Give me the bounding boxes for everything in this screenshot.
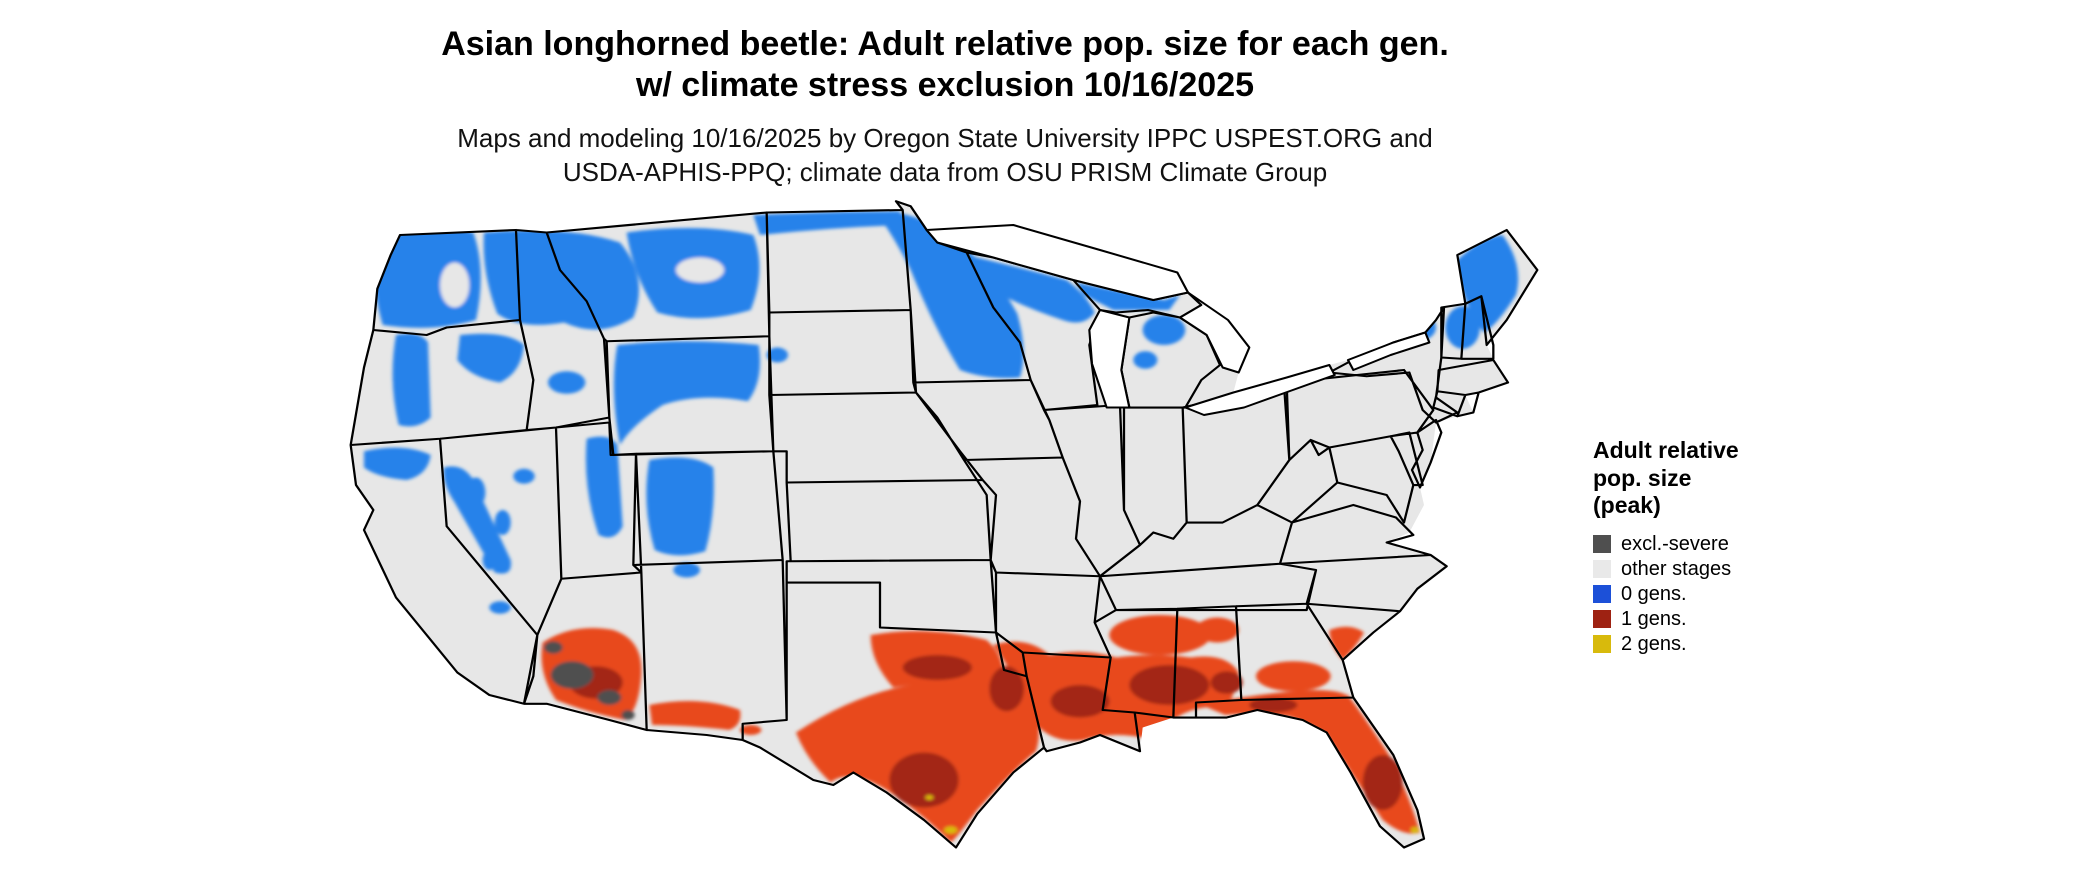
lake-michigan [1088,309,1131,409]
legend-title: Adult relative pop. size (peak) [1593,437,1823,520]
legend-item-other-stages: other stages [1593,557,1823,582]
us-map [300,195,1580,870]
page-title: Asian longhorned beetle: Adult relative … [295,24,1595,107]
legend-item-label: 0 gens. [1621,582,1687,605]
state-borders [349,200,1539,849]
page-title-line-2: w/ climate stress exclusion 10/16/2025 [635,66,1255,105]
legend-item-excl-severe: excl.-severe [1593,532,1823,557]
legend-item-label: 2 gens. [1621,632,1687,655]
region-other-stages-patches [440,257,724,308]
legend-item-label: other stages [1621,557,1732,580]
legend-title-line-2: pop. size [1593,464,1692,491]
lake-superior [925,224,1190,301]
legend-item-label: 1 gens. [1621,607,1687,630]
legend-swatch-excl-severe [1593,535,1611,554]
lake-erie [1184,364,1336,416]
legend-swatch-other-stages [1593,560,1611,579]
legend-swatch-0-gens [1593,585,1611,604]
legend: Adult relative pop. size (peak) excl.-se… [1593,437,1823,657]
legend-items: excl.-severe other stages 0 gens. 1 gens… [1593,532,1823,657]
map-subtitle: Maps and modeling 10/16/2025 by Oregon S… [295,122,1595,190]
model-regions [364,211,1519,843]
region-excl-severe [544,641,635,720]
map-subtitle-line-2: USDA-APHIS-PPQ; climate data from OSU PR… [562,156,1328,187]
map-subtitle-line-1: Maps and modeling 10/16/2025 by Oregon S… [457,123,1433,153]
page-title-line-1: Asian longhorned beetle: Adult relative … [441,25,1449,63]
legend-title-line-1: Adult relative [1593,437,1739,463]
legend-swatch-2-gens [1593,635,1611,654]
legend-item-2-gens: 2 gens. [1593,632,1823,657]
legend-item-0-gens: 0 gens. [1593,582,1823,607]
legend-title-line-3: (peak) [1593,492,1661,519]
legend-item-label: excl.-severe [1621,532,1729,555]
legend-item-1-gens: 1 gens. [1593,607,1823,632]
legend-swatch-1-gens [1593,610,1611,629]
region-two-gens [925,795,1419,834]
lake-ontario [1346,331,1431,371]
us-map-svg [349,200,1539,849]
lake-huron [1178,291,1251,374]
